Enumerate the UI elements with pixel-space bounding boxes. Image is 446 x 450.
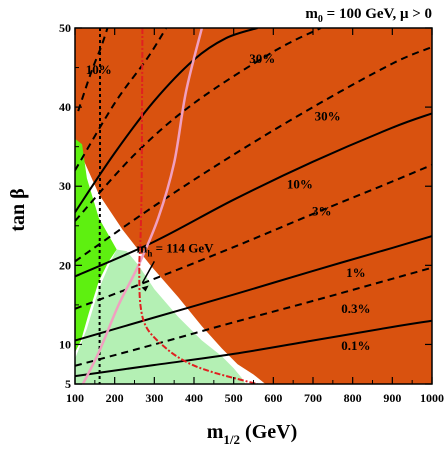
- higgs-label-rest: = 114 GeV: [152, 241, 214, 256]
- y-axis-label: tan β: [7, 188, 29, 231]
- xlabel-unit: (GeV): [240, 421, 297, 443]
- x-tick-label-400: 400: [185, 391, 203, 405]
- higgs-line: [138, 28, 258, 384]
- y-tick-label-40: 40: [59, 100, 71, 114]
- y-tick-label-30: 30: [59, 179, 71, 193]
- chart-title: m0 = 100 GeV, μ > 0: [305, 6, 432, 25]
- x-tick-label-1000: 1000: [420, 391, 444, 405]
- pink-line: [81, 28, 204, 384]
- axes: 100 200 300 400 500 600 700 800 900 1000510203040…: [59, 21, 444, 405]
- title-m: m: [305, 6, 318, 22]
- xlabel-m: m: [207, 421, 224, 443]
- plot-clip-group: [75, 28, 432, 384]
- contour-5-line: [75, 46, 432, 263]
- contour-3-label: 3%: [312, 203, 332, 218]
- y-tick-label-10: 10: [59, 337, 71, 351]
- contour-5-label: 30%: [315, 109, 341, 124]
- x-axis-label: m1/2 (GeV): [207, 421, 298, 447]
- plot-area: 0.1% 0.3% 1% 3% 10% 30% 30% 10% mh = 114 GeV: [75, 28, 432, 384]
- x-tick-label-200: 200: [106, 391, 124, 405]
- x-tick-label-500: 500: [225, 391, 243, 405]
- contour-0-line: [75, 319, 432, 378]
- contour-9-line: [77, 28, 109, 112]
- contour-4-label: 10%: [287, 177, 313, 192]
- contour-7-line: [75, 28, 258, 213]
- x-tick-label-600: 600: [264, 391, 282, 405]
- y-tick-label-50: 50: [59, 21, 71, 35]
- contour-0-label: 0.1%: [341, 338, 370, 353]
- contour-1-line: [75, 266, 432, 367]
- contour-7-label: 10%: [86, 62, 112, 77]
- higgs-arrowhead: [141, 285, 149, 292]
- higgs-label: mh = 114 GeV: [136, 241, 214, 259]
- x-tick-label-300: 300: [145, 391, 163, 405]
- contour-3-line: [75, 163, 432, 310]
- x-tick-label-100: 100: [66, 391, 84, 405]
- higgs-arrow: [141, 261, 155, 284]
- x-tick-label-800: 800: [344, 391, 362, 405]
- contour-1-label: 0.3%: [341, 301, 370, 316]
- higgs-label-m: m: [136, 241, 147, 256]
- title-rest: = 100 GeV, μ > 0: [323, 6, 432, 22]
- higgs-label-sub: h: [147, 249, 152, 259]
- contour-2-label: 1%: [346, 265, 366, 280]
- contour-4-line: [75, 112, 432, 278]
- contour-6-label: 30%: [249, 51, 275, 66]
- xlabel-sub: 1/2: [223, 432, 240, 447]
- y-tick-label-5: 5: [65, 377, 71, 391]
- x-tick-label-700: 700: [304, 391, 322, 405]
- y-tick-label-20: 20: [59, 258, 71, 272]
- title-sub: 0: [318, 14, 323, 25]
- x-tick-label-900: 900: [383, 391, 401, 405]
